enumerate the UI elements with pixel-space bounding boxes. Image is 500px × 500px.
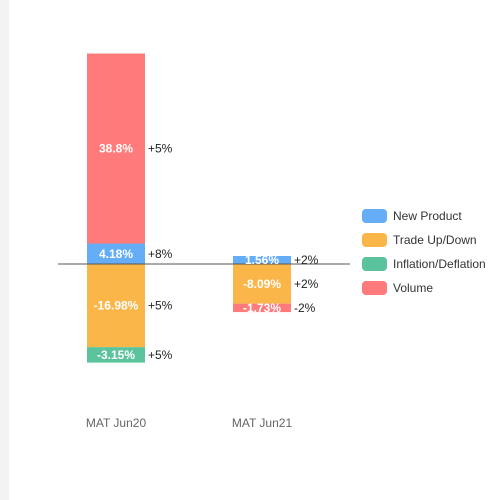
legend-label-trade-up-down: Trade Up/Down: [393, 233, 477, 247]
change-label-new-product-mat-jun20: +8%: [148, 247, 173, 261]
change-label-trade-up-down-mat-jun21: +2%: [294, 277, 319, 291]
legend-item-trade-up-down[interactable]: Trade Up/Down: [362, 228, 500, 252]
bar-new-product-mat-jun20[interactable]: [87, 243, 145, 264]
legend-label-volume: Volume: [393, 281, 434, 295]
bar-inflation-deflation-mat-jun20[interactable]: [87, 347, 145, 363]
data-label-new-product-mat-jun21: 1.56%: [245, 253, 279, 267]
left-panel-edge: [0, 0, 9, 500]
data-label-trade-up-down-mat-jun21: -8.09%: [243, 277, 281, 291]
category-label-mat-jun20: MAT Jun20: [86, 416, 147, 430]
category-label-mat-jun21: MAT Jun21: [232, 416, 293, 430]
change-label-volume-mat-jun20: +5%: [148, 142, 173, 156]
legend: New Product Trade Up/Down Inflation/Deflat…: [362, 204, 500, 300]
bars-group: [87, 53, 291, 363]
bar-volume-mat-jun20[interactable]: [87, 53, 145, 244]
legend-label-inflation-deflation: Inflation/Deflation: [393, 257, 486, 271]
legend-swatch-new-product: [362, 209, 387, 223]
change-label-trade-up-down-mat-jun20: +5%: [148, 299, 173, 313]
data-label-new-product-mat-jun20: 4.18%: [99, 247, 133, 261]
bar-trade-up-down-mat-jun20[interactable]: [87, 264, 145, 348]
data-label-inflation-deflation-mat-jun20: -3.15%: [97, 348, 135, 362]
change-label-new-product-mat-jun21: +2%: [294, 253, 319, 267]
legend-item-volume[interactable]: Volume: [362, 276, 500, 300]
legend-swatch-trade-up-down: [362, 233, 387, 247]
change-label-volume-mat-jun21: -2%: [294, 301, 316, 315]
data-label-volume-mat-jun20: 38.8%: [99, 142, 133, 156]
bar-new-product-mat-jun21[interactable]: [233, 256, 291, 264]
data-label-trade-up-down-mat-jun20: -16.98%: [94, 299, 139, 313]
legend-label-new-product: New Product: [393, 209, 462, 223]
legend-swatch-inflation-deflation: [362, 257, 387, 271]
bar-trade-up-down-mat-jun21[interactable]: [233, 264, 291, 304]
bar-volume-mat-jun21[interactable]: [233, 303, 291, 313]
labels-group: 4.18% +8% 38.8% +5% -16.98% +5% -3.15% +5% MAT J…: [86, 142, 319, 430]
legend-item-inflation-deflation[interactable]: Inflation/Deflation: [362, 252, 500, 276]
legend-item-new-product[interactable]: New Product: [362, 204, 500, 228]
data-label-volume-mat-jun21: -1.73%: [243, 301, 281, 315]
legend-swatch-volume: [362, 281, 387, 295]
change-label-inflation-deflation-mat-jun20: +5%: [148, 348, 173, 362]
